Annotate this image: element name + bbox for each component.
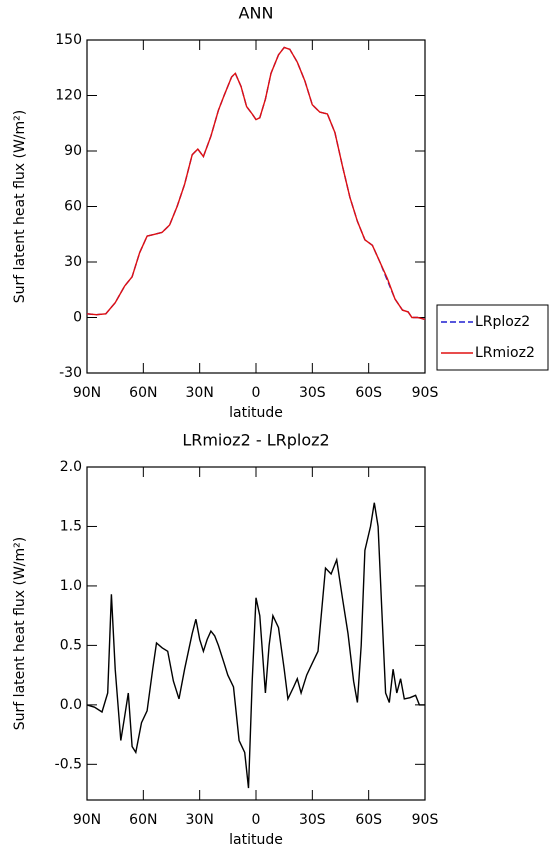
- y-tick-label: -0.5: [55, 756, 82, 772]
- x-tick-label: 90S: [412, 812, 439, 828]
- data-line: [86, 46, 426, 321]
- legend-box: [436, 304, 549, 371]
- y-tick-label: 1.5: [60, 518, 82, 534]
- y-axis-label: Surf latent heat flux (W/m²): [12, 537, 28, 730]
- x-tick-label: 30N: [186, 385, 214, 401]
- y-tick-label: 150: [55, 32, 82, 48]
- x-tick-label: 0: [252, 385, 261, 401]
- x-tick-label: 30N: [186, 812, 214, 828]
- y-tick-label: -30: [59, 365, 82, 381]
- y-tick-label: 90: [64, 143, 82, 159]
- chart-title: ANN: [239, 4, 274, 23]
- plot-frame: [86, 466, 426, 801]
- x-tick-label: 0: [252, 812, 261, 828]
- y-tick-label: 1.0: [60, 578, 82, 594]
- x-tick-label: 30S: [299, 385, 326, 401]
- data-line: [86, 46, 426, 321]
- x-tick-label: 90S: [412, 385, 439, 401]
- x-axis-label: latitude: [229, 405, 283, 421]
- y-tick-label: 30: [64, 254, 82, 270]
- y-tick-label: 120: [55, 88, 82, 104]
- x-tick-label: 90N: [73, 385, 101, 401]
- chart-title: LRmioz2 - LRploz2: [182, 431, 329, 450]
- x-tick-label: 60N: [129, 812, 157, 828]
- x-tick-label: 60S: [355, 385, 382, 401]
- y-tick-label: 2.0: [60, 459, 82, 475]
- x-tick-label: 60N: [129, 385, 157, 401]
- y-tick-label: 0.5: [60, 637, 82, 653]
- x-axis-label: latitude: [229, 832, 283, 848]
- y-axis-label: Surf latent heat flux (W/m²): [12, 110, 28, 303]
- y-tick-label: 0: [73, 310, 82, 326]
- legend-label: LRmioz2: [475, 345, 535, 361]
- y-tick-label: 0.0: [60, 697, 82, 713]
- x-tick-label: 30S: [299, 812, 326, 828]
- x-tick-label: 90N: [73, 812, 101, 828]
- plot-frame: [86, 39, 426, 374]
- legend-label: LRploz2: [475, 314, 530, 330]
- x-tick-label: 60S: [355, 812, 382, 828]
- y-tick-label: 60: [64, 199, 82, 215]
- data-line: [86, 502, 425, 789]
